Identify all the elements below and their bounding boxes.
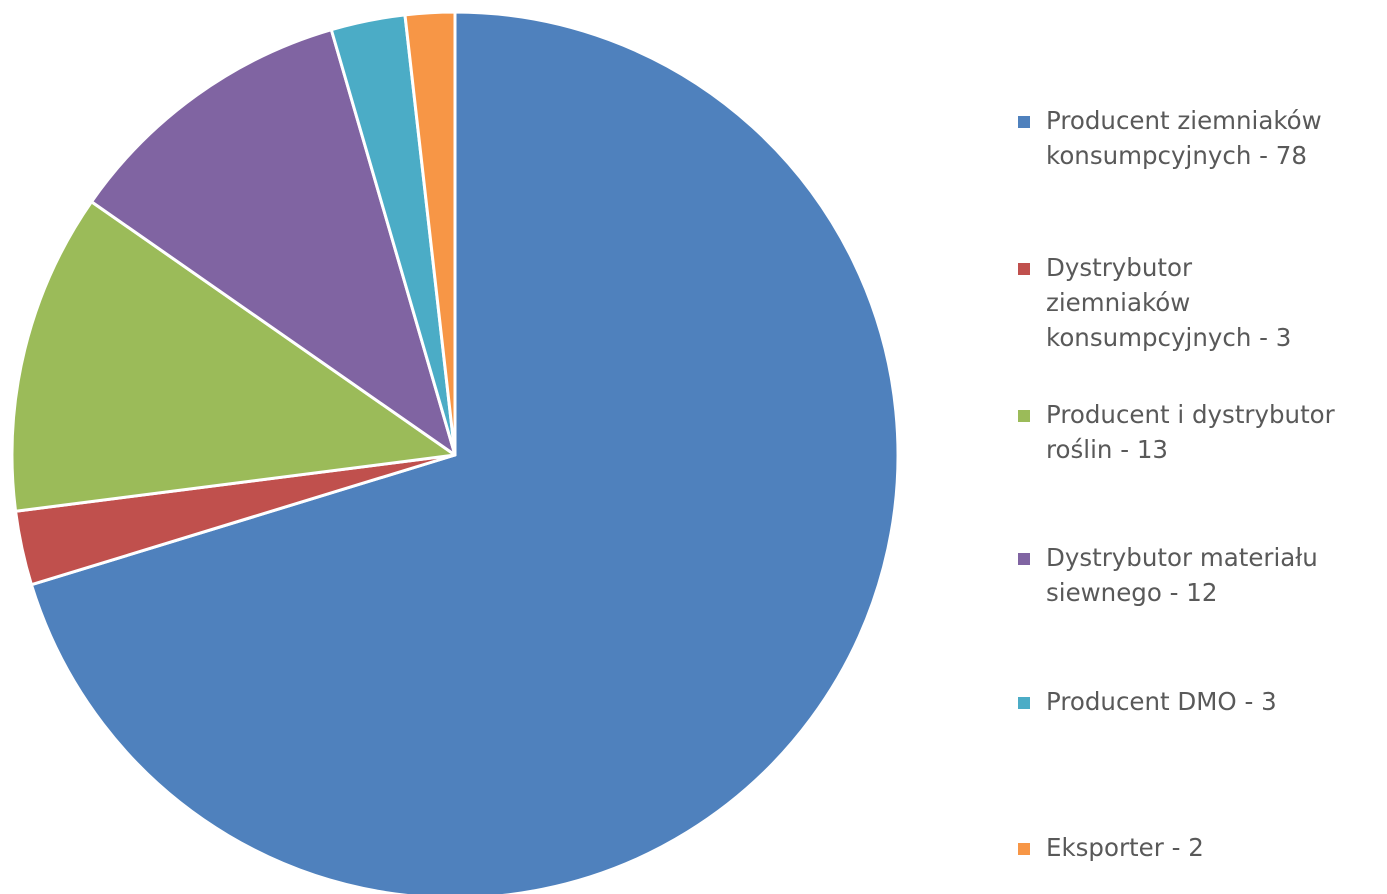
legend-label-line: Producent ziemniaków (1046, 106, 1322, 135)
legend-item: Producent DMO - 3 (1018, 684, 1277, 719)
legend-label-line: konsumpcyjnych - 78 (1046, 141, 1307, 170)
legend-item: Eksporter - 2 (1018, 830, 1204, 865)
legend-label-line: ziemniaków (1046, 288, 1191, 317)
pie-slice-6 (403, 10, 457, 457)
legend-item: Dystrybutor materiału siewnego - 12 (1018, 540, 1318, 610)
legend-swatch (1018, 410, 1030, 422)
pie-plot-area (10, 10, 900, 894)
pie-slice-4 (90, 28, 457, 457)
legend-label: Dystrybutor ziemniaków konsumpcyjnych - 3 (1046, 250, 1291, 355)
legend-swatch (1018, 697, 1030, 709)
legend-label-line: Eksporter - 2 (1046, 833, 1204, 862)
chart-legend: Producent ziemniaków konsumpcyjnych - 78 D… (1018, 0, 1387, 894)
legend-label: Producent DMO - 3 (1046, 684, 1277, 719)
legend-label-line: konsumpcyjnych - 3 (1046, 323, 1292, 352)
legend-label-line: Dystrybutor (1046, 253, 1193, 282)
legend-item: Producent i dystrybutor roślin - 13 (1018, 397, 1335, 467)
legend-label-line: Producent i dystrybutor (1046, 400, 1335, 429)
legend-label: Eksporter - 2 (1046, 830, 1204, 865)
pie-slice-1 (29, 10, 900, 894)
legend-item: Producent ziemniaków konsumpcyjnych - 78 (1018, 103, 1322, 173)
legend-label: Producent ziemniaków konsumpcyjnych - 78 (1046, 103, 1322, 173)
legend-label-line: Producent DMO - 3 (1046, 687, 1277, 716)
legend-item: Dystrybutor ziemniaków konsumpcyjnych - 3 (1018, 250, 1291, 355)
pie-slice-3 (10, 200, 457, 513)
legend-swatch (1018, 263, 1030, 275)
legend-label-line: Dystrybutor materiału (1046, 543, 1318, 572)
legend-swatch (1018, 843, 1030, 855)
legend-label-line: roślin - 13 (1046, 435, 1169, 464)
legend-label-line: siewnego - 12 (1046, 578, 1218, 607)
legend-swatch (1018, 116, 1030, 128)
legend-swatch (1018, 553, 1030, 565)
legend-label: Dystrybutor materiału siewnego - 12 (1046, 540, 1318, 610)
legend-label: Producent i dystrybutor roślin - 13 (1046, 397, 1335, 467)
